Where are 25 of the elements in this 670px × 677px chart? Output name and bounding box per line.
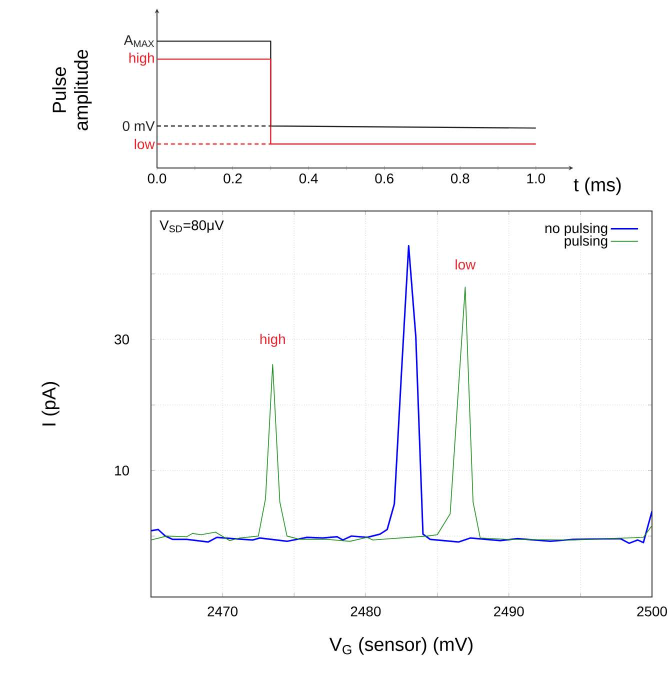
annotation: A$_{MAX}$ [124, 35, 154, 48]
x-tick-label: 0.8 [450, 174, 470, 184]
annotation: high [129, 52, 154, 66]
legend-label: pulsing [564, 236, 608, 249]
y-axis-title: Pulse amplitude [52, 50, 92, 130]
x-tick-label: 0.0 [148, 174, 166, 184]
x-tick-label: 0.4 [299, 174, 318, 184]
x-tick-label: 2500 [637, 606, 667, 616]
x-axis-title: V$_{G}$ (sensor) (mV) [329, 637, 472, 655]
legend-label: no pulsing [545, 222, 608, 236]
x-tick-label: 1.0 [527, 174, 546, 184]
x-tick-label: 0.2 [224, 174, 242, 184]
annotation: low [134, 138, 155, 150]
x-tick-label: 2480 [350, 606, 381, 616]
x-axis-title: t (ms) [574, 177, 621, 196]
annotation: V$_{SD}$=80μV [160, 220, 224, 233]
x-tick-label: 0.6 [375, 174, 394, 184]
y-tick-label: 30 [114, 334, 130, 344]
y-tick-label: 10 [115, 466, 130, 476]
y-axis-title: I (pA) [42, 382, 60, 426]
annotation: low [456, 259, 476, 270]
x-tick-label: 2490 [494, 606, 524, 616]
annotation: high [260, 334, 285, 347]
x-tick-label: 2470 [208, 606, 238, 616]
annotation: 0 mV [122, 121, 155, 131]
